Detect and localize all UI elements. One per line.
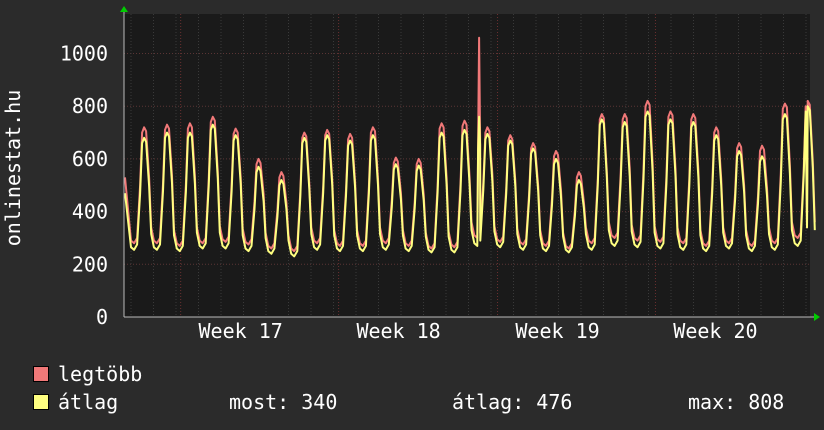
series-line-atlag <box>124 105 816 258</box>
legend-max-label: legtöbb <box>58 362 143 386</box>
legtobb-swatch <box>33 366 49 382</box>
plot-background <box>124 14 810 317</box>
legend-now-value: most: 340 <box>229 390 338 414</box>
grid <box>124 14 810 317</box>
y-tick-label: 1000 <box>60 42 108 66</box>
legend-avg-value: átlag: 476 <box>452 390 573 414</box>
x-tick-label: Week 18 <box>356 319 440 343</box>
x-tick-label: Week 20 <box>673 319 757 343</box>
y-tick-label: 200 <box>72 252 108 276</box>
y-tick-label: 600 <box>72 147 108 171</box>
x-tick-label: Week 19 <box>515 319 599 343</box>
y-tick-label: 800 <box>72 94 108 118</box>
legend-avg-label: átlag <box>58 390 119 414</box>
y-axis-label: onlinestat.hu <box>1 90 25 247</box>
atlag-swatch <box>33 394 49 410</box>
y-axis-arrow-icon <box>120 6 128 12</box>
x-axis-ticks: Week 17 Week 18 Week 19 Week 20 <box>199 319 758 343</box>
legend-max-value: max: 808 <box>688 390 785 414</box>
y-tick-label: 0 <box>96 305 108 329</box>
x-axis-arrow-icon <box>814 313 820 321</box>
series-group <box>124 36 816 258</box>
y-axis-ticks: 0 200 400 600 800 1000 <box>60 42 108 329</box>
x-tick-label: Week 17 <box>199 319 283 343</box>
y-tick-label: 400 <box>72 200 108 224</box>
